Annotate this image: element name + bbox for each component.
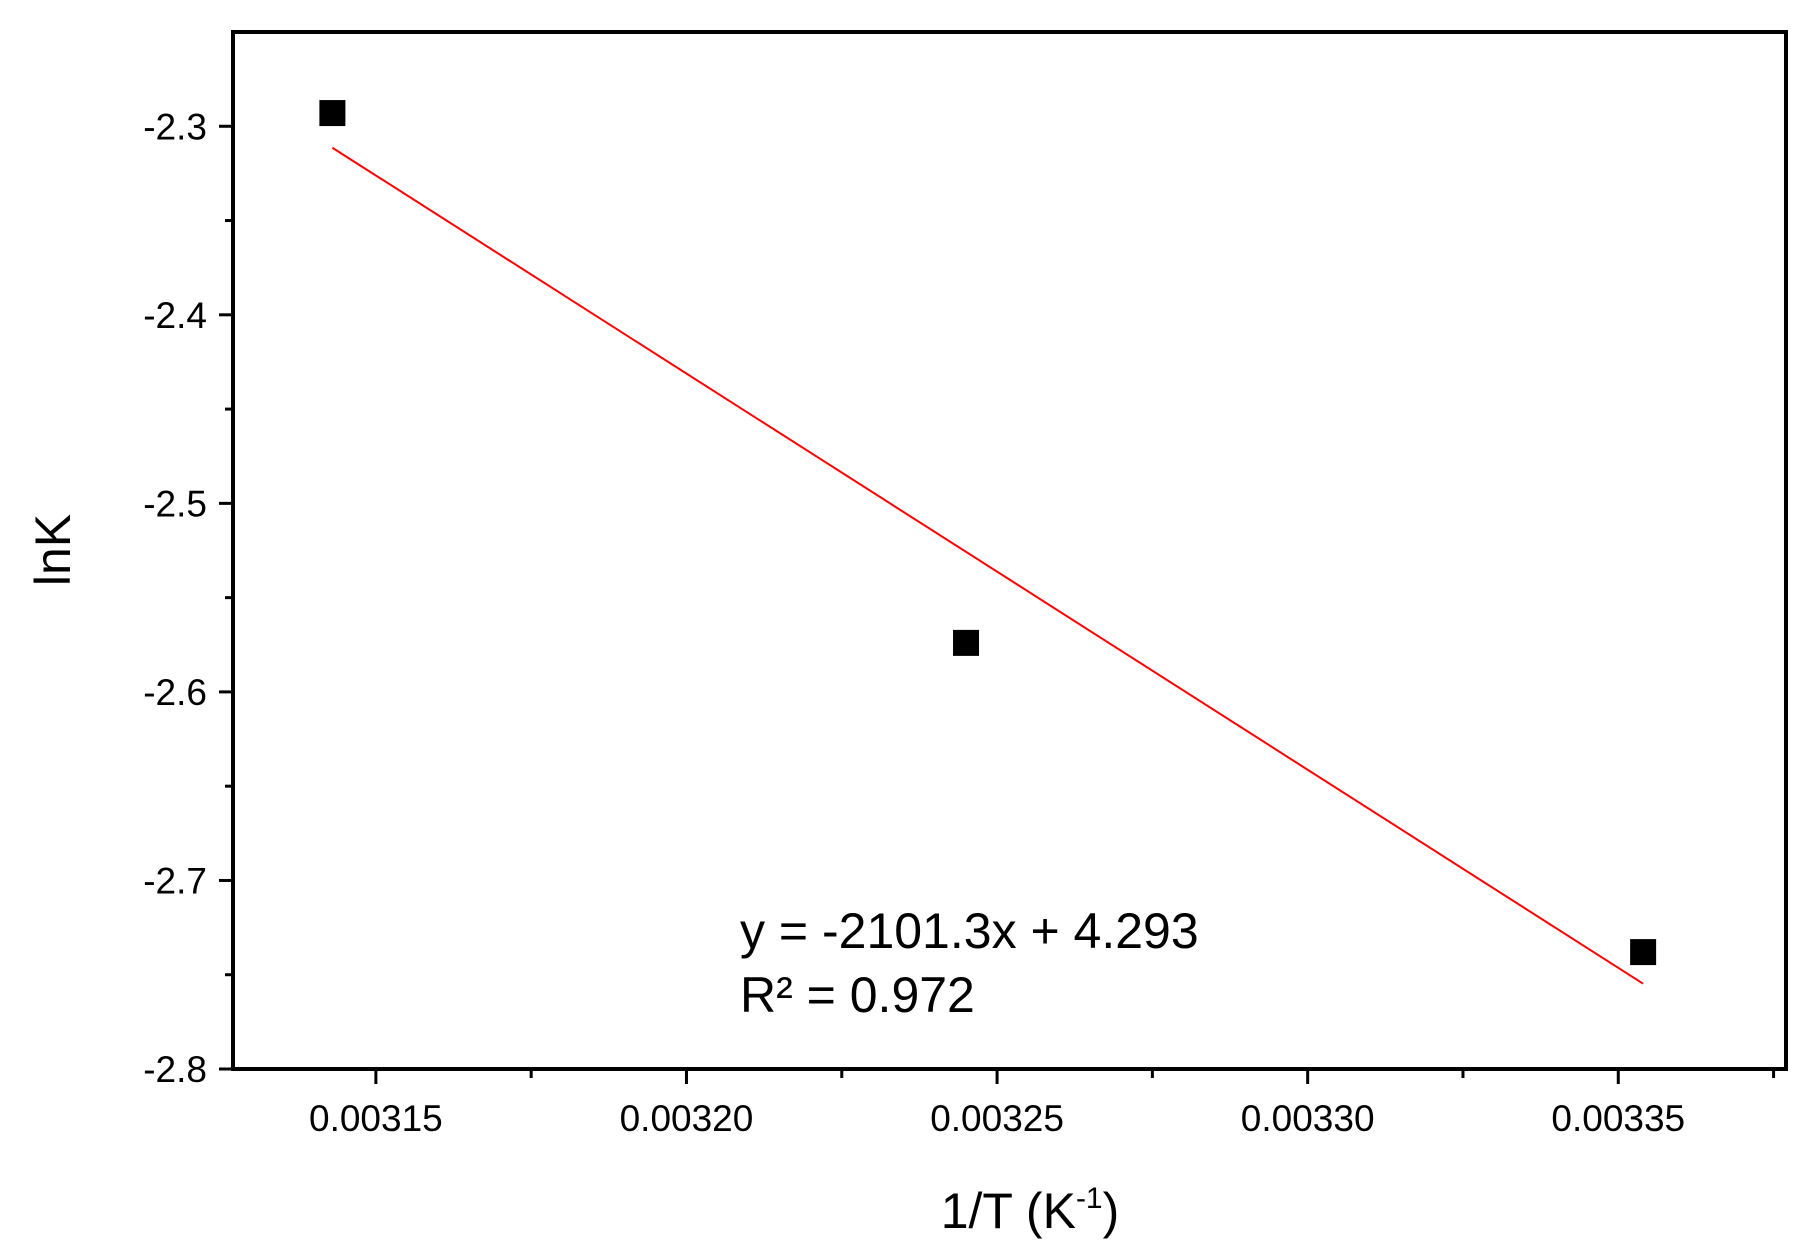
x-axis-label-close: ) xyxy=(1103,1183,1120,1239)
y-axis-ticks: -2.3 -2.4 -2.5 -2.6 -2.7 -2.8 xyxy=(143,106,233,1090)
x-axis-label-main: 1/T (K xyxy=(941,1183,1076,1239)
data-points xyxy=(319,100,1657,966)
x-tick-label: 0.00330 xyxy=(1241,1098,1375,1139)
r-squared-annotation: R² = 0.972 xyxy=(740,967,975,1023)
x-axis-label-sup: -1 xyxy=(1076,1182,1103,1215)
x-tick-label: 0.00325 xyxy=(930,1098,1064,1139)
x-tick-label: 0.00315 xyxy=(309,1098,443,1139)
y-tick-label: -2.3 xyxy=(143,106,207,147)
y-axis-label: lnK xyxy=(25,514,81,586)
plot-frame xyxy=(231,30,1788,1071)
data-point xyxy=(1630,939,1657,966)
x-axis-ticks: 0.00315 0.00320 0.00325 0.00330 0.00335 xyxy=(309,1069,1776,1139)
equation-annotation: y = -2101.3x + 4.293 xyxy=(740,903,1199,959)
data-point xyxy=(953,629,980,656)
y-tick-label: -2.5 xyxy=(143,483,207,524)
fit-line xyxy=(331,146,1644,985)
y-tick-label: -2.8 xyxy=(143,1049,207,1090)
x-tick-label: 0.00320 xyxy=(620,1098,754,1139)
data-point xyxy=(319,100,346,127)
y-tick-label: -2.7 xyxy=(143,860,207,901)
y-tick-label: -2.6 xyxy=(143,672,207,713)
x-tick-label: 0.00335 xyxy=(1551,1098,1685,1139)
y-tick-label: -2.4 xyxy=(143,295,207,336)
x-axis-label: 1/T (K-1) xyxy=(941,1182,1120,1239)
